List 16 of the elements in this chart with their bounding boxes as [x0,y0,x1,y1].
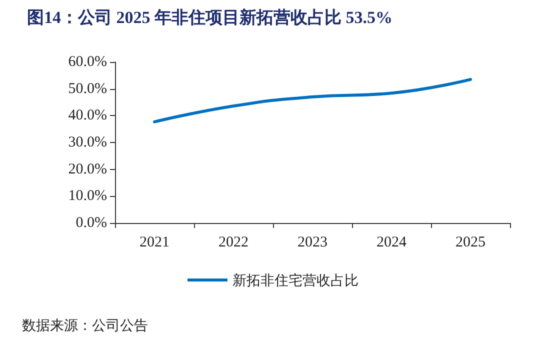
y-tick-label: 30.0% [68,134,107,150]
y-tick-label: 50.0% [68,80,107,97]
y-tick-label: 60.0% [68,54,107,70]
legend-label: 新拓非住宅营收占比 [232,272,358,288]
y-tick-label: 20.0% [68,161,107,178]
source-note: 数据来源：公司公告 [22,317,148,333]
y-tick-label: 0.0% [76,215,107,231]
x-tick-label: 2023 [298,234,328,250]
chart-title: 图14：公司 2025 年非住项目新拓营收占比 53.5% [27,8,392,27]
x-tick-label: 2024 [376,234,407,250]
x-tick-label: 2022 [218,234,248,250]
y-tick-label: 40.0% [68,108,107,124]
x-tick-label: 2021 [140,234,170,250]
line-series [153,78,472,124]
x-tick-label: 2025 [456,234,486,250]
y-tick-label: 10.0% [68,188,107,204]
